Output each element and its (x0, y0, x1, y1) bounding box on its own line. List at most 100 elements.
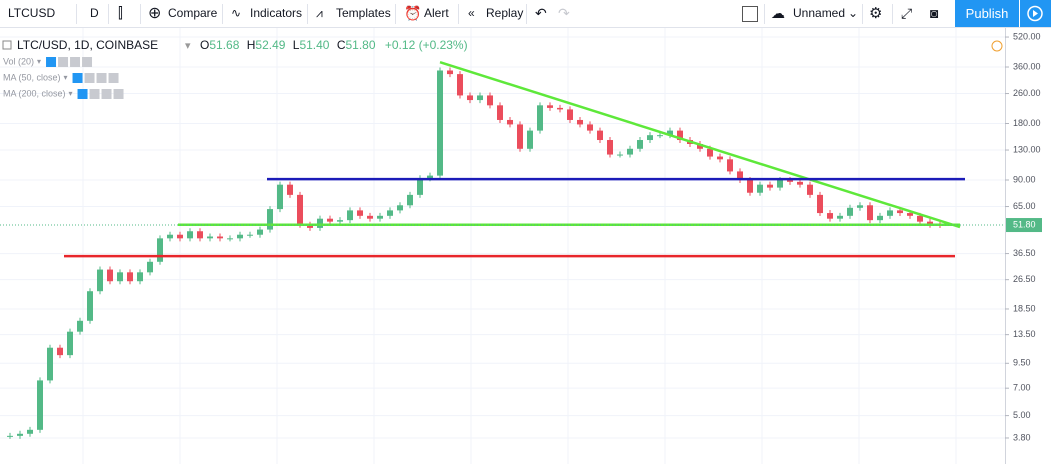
legend-menu[interactable]: ▾ (185, 40, 191, 52)
settings-button[interactable]: ⚙ (869, 5, 883, 22)
candle-body (727, 159, 733, 172)
separator (395, 4, 396, 24)
separator (892, 4, 893, 24)
study-name: Vol (20) (3, 56, 34, 66)
publish-button[interactable]: Publish (955, 0, 1019, 27)
study-menu[interactable]: ▾ (64, 73, 68, 82)
chart-pane: 3.80 5.00 7.00 9.50 13.50 18.50 26.50 36.50 65.0… (0, 28, 1042, 464)
candle-body (367, 215, 373, 219)
study-settings-button[interactable] (84, 73, 95, 83)
ohlc-value: 51.68 (209, 38, 239, 52)
snapshot-button[interactable]: ◙ (930, 5, 939, 21)
replay-icon[interactable]: « (468, 6, 475, 20)
trend-line (439, 60, 961, 229)
study-settings-button[interactable] (58, 57, 69, 67)
candle-body (587, 124, 593, 131)
candle-body (377, 215, 383, 219)
ohlc-value: 51.40 (299, 38, 329, 52)
price-tick-label: 180.00 (1013, 118, 1041, 128)
study-add-button[interactable] (101, 89, 112, 99)
price-axis: 3.80 5.00 7.00 9.50 13.50 18.50 26.50 36.50 65.0… (0, 31, 1042, 442)
candle-body (87, 291, 93, 321)
candle-body (777, 180, 783, 188)
undo-button[interactable]: ↶ (535, 5, 547, 21)
candle-body (807, 184, 813, 195)
study-name: MA (50, close) (3, 72, 61, 82)
candle-body (697, 143, 703, 149)
templates-icon[interactable]: ⩘ (316, 6, 323, 20)
compare-icon[interactable]: ⊕ (148, 5, 162, 22)
candle-body (827, 213, 833, 219)
collapse-button[interactable] (2, 40, 12, 50)
symbol-title: LTC/USD, 1D, COINBASE (17, 38, 158, 52)
candle-body (877, 215, 883, 221)
time-grid (82, 28, 957, 464)
price-tick-label: 360.00 (1013, 61, 1041, 71)
study-settings-button[interactable] (89, 89, 100, 99)
interval-button[interactable]: D (90, 6, 99, 20)
fullscreen-button[interactable]: ⤢ (901, 5, 913, 21)
last-price-label: 51.80 (1013, 219, 1036, 229)
price-axis-border (1005, 28, 1006, 464)
compare-button[interactable]: Compare (168, 6, 218, 20)
layout-dropdown[interactable]: ⌄ (848, 6, 859, 20)
warning-icon[interactable] (991, 40, 1003, 52)
candle-body (417, 178, 423, 195)
ohlc-value: 51.80 (346, 38, 376, 52)
candle-body (627, 148, 633, 155)
candle-body (537, 105, 543, 131)
price-tick-label: 90.00 (1013, 174, 1036, 184)
study-visibility-button[interactable] (72, 73, 83, 83)
candle-body (147, 261, 153, 273)
study-visibility-button[interactable] (46, 57, 57, 67)
cloud-icon[interactable]: ☁ (771, 5, 785, 21)
replay-button[interactable]: Replay (486, 6, 524, 20)
play-button[interactable] (1019, 0, 1051, 27)
chart-style-button[interactable]: ⫿ (118, 5, 123, 22)
candle-body (327, 218, 333, 222)
ohlc-values: O51.68 H52.49 L51.40 C51.80 +0.12 (+0.23… (200, 38, 468, 52)
candle-body (657, 135, 663, 137)
study-add-button[interactable] (96, 73, 107, 83)
symbol-search[interactable]: LTCUSD (8, 6, 56, 20)
study-add-button[interactable] (70, 57, 81, 67)
last-price-box (1006, 218, 1042, 233)
separator (140, 4, 141, 24)
candle-body (17, 433, 23, 436)
candle-body (247, 234, 253, 236)
layout-name[interactable]: Unnamed (793, 6, 846, 20)
indicators-button[interactable]: Indicators (250, 6, 303, 20)
candle-body (857, 205, 863, 208)
candle-body (847, 207, 853, 216)
price-tick-label: 260.00 (1013, 88, 1041, 98)
candle-body (407, 194, 413, 206)
candle-body (487, 95, 493, 106)
templates-button[interactable]: Templates (336, 6, 391, 20)
separator (76, 4, 77, 24)
candle-body (517, 124, 523, 149)
candle-body (437, 70, 443, 176)
layout-checkbox[interactable] (742, 0, 758, 27)
alert-icon[interactable]: ⏰ (404, 5, 422, 21)
study-menu[interactable]: ▾ (37, 57, 41, 66)
candle-body (317, 218, 323, 228)
separator (307, 4, 308, 24)
redo-button[interactable]: ↷ (558, 5, 570, 21)
study-remove-button[interactable] (113, 89, 124, 99)
study-visibility-button[interactable] (77, 89, 88, 99)
drawings (64, 60, 965, 258)
price-tick-label: 130.00 (1013, 144, 1041, 154)
candle-body (57, 347, 63, 356)
candle-body (867, 205, 873, 221)
price-tick-label: 13.50 (1013, 329, 1036, 339)
study-menu[interactable]: ▾ (69, 89, 73, 98)
study-remove-button[interactable] (82, 57, 93, 67)
study-remove-button[interactable] (108, 73, 119, 83)
candle-body (77, 320, 83, 332)
candle-body (507, 119, 513, 125)
candle-body (7, 435, 13, 437)
candle-body (97, 269, 103, 292)
indicators-icon[interactable]: ∿ (231, 6, 242, 20)
candle-body (127, 272, 133, 282)
alert-button[interactable]: Alert (424, 6, 449, 20)
